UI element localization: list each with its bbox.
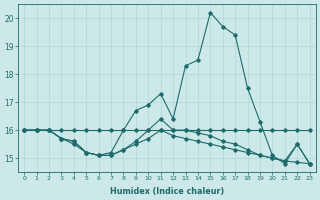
X-axis label: Humidex (Indice chaleur): Humidex (Indice chaleur) bbox=[110, 187, 224, 196]
